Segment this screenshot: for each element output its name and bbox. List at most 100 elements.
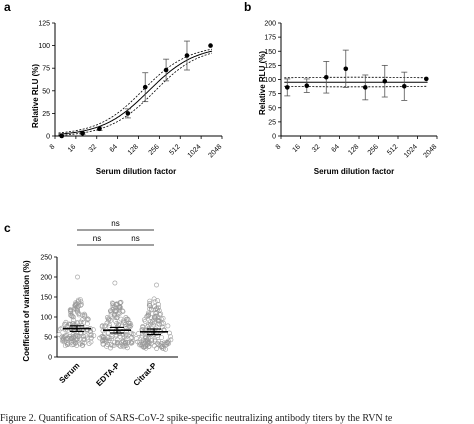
panel-c-data-point (168, 337, 174, 343)
panel-c-data-point (163, 340, 169, 346)
panel-c-data-point (154, 346, 159, 351)
panel-c-data-point (67, 307, 73, 313)
panel-c-data-point (160, 315, 166, 321)
panel-c-data-point (119, 339, 125, 345)
panel-a-data-point (208, 43, 213, 48)
panel-c-ytick-label: 200 (40, 275, 52, 282)
panel-b-data-point (423, 76, 429, 82)
panel-c-data-point (79, 317, 85, 323)
panel-c-data-point (66, 336, 72, 342)
panel-c-data-point (112, 280, 118, 286)
panel-a-ylabel: Relative RLU (%) (31, 64, 40, 128)
panel-a-data-point (142, 84, 148, 90)
panel-a-data-point (97, 126, 102, 132)
panel-c-data-point (128, 339, 134, 345)
panel-b-xtick-label: 64 (330, 143, 341, 154)
panel-b-ytick-label: 25 (268, 119, 276, 126)
panel-c-data-point (69, 313, 75, 319)
panel-c-data-point (129, 331, 135, 336)
panel-a-xtick-label: 1024 (187, 143, 203, 159)
panel-b-ci-upper (284, 76, 428, 79)
panel-a-xtick-label: 2048 (207, 143, 223, 159)
panel-a-fit-curve (58, 50, 213, 135)
panel-c-data-point (73, 332, 79, 338)
panel-a-xtick-label: 8 (49, 143, 57, 151)
panel-c-data-point (155, 315, 161, 321)
panel-c-data-point (147, 306, 152, 312)
panel-a-ytick-label: 0 (46, 134, 50, 141)
panel-c-data-point (141, 317, 147, 323)
panel-a-letter: a (4, 0, 11, 14)
panel-b-ytick-label: 0 (272, 134, 276, 141)
panel-a-ytick-label: 25 (42, 111, 50, 118)
panel-c-data-point (100, 341, 106, 347)
panel-c-data-point (109, 343, 115, 349)
panel-c-data-point (156, 305, 161, 310)
panel-c-data-point (79, 301, 84, 307)
panel-c-data-point (146, 343, 152, 349)
panel-b-xtick-label: 256 (367, 143, 380, 156)
panel-c-data-point (152, 299, 158, 304)
panel-b-data-point (323, 74, 329, 80)
panel-c-data-point (108, 308, 114, 314)
panel-c-data-point (164, 342, 170, 348)
panel-c-data-point (84, 327, 89, 332)
panel-c-data-point (114, 337, 120, 342)
panel-c-data-point (112, 339, 118, 345)
panel-c-data-point (127, 321, 133, 326)
panel-c-significance-label: ns (111, 219, 119, 228)
panel-c-data-point (147, 300, 152, 306)
panel-c-ytick-label: 50 (44, 335, 52, 342)
panel-c-category-label: Serum (57, 361, 81, 385)
panel-c-data-point (77, 341, 83, 347)
panel-c-data-point (133, 336, 139, 341)
panel-c-data-point (120, 308, 125, 314)
panel-b-ytick-label: 150 (264, 49, 276, 56)
panel-c-data-point (73, 300, 78, 306)
panel-c-data-point (106, 317, 111, 323)
panel-c-data-point (85, 316, 90, 321)
panel-c-data-point (113, 305, 118, 311)
panel-c-data-point (88, 339, 94, 345)
panel-c-ytick-label: 250 (40, 255, 52, 262)
panel-c-data-point (146, 341, 152, 347)
panel-c-data-point (121, 320, 126, 326)
panel-c-data-point (114, 315, 120, 320)
panel-a-xtick-label: 256 (148, 143, 161, 156)
panel-c-data-point (65, 342, 71, 347)
panel-b-data-point (284, 85, 290, 90)
panel-c-data-point (91, 333, 97, 338)
panel-c-data-point (140, 344, 146, 349)
panel-a-plot: 0 25 50 75 100 125 8 16 32 64 128 256 512 1024 2048 (38, 21, 223, 160)
panel-c-data-point (85, 316, 91, 322)
panel-c-data-point (101, 324, 107, 329)
panel-b-ytick-label: 75 (268, 91, 276, 98)
panel-c-data-point (125, 340, 130, 345)
panel-b-xtick-label: 8 (275, 143, 283, 151)
panel-b-data-point (382, 78, 388, 84)
panel-b-data-point (343, 66, 349, 72)
panel-c-data-point (76, 312, 82, 318)
panel-c-data-point (102, 338, 108, 344)
panel-c-data-point (80, 312, 85, 318)
panel-b-letter: b (244, 0, 251, 14)
panel-a-data-point (80, 130, 85, 136)
panel-c-data-point (155, 307, 160, 313)
panel-c-letter: c (4, 221, 11, 235)
panel-c-data-point (166, 330, 172, 336)
panel-c-significance-label: ns (93, 234, 101, 243)
panel-c-data-point (161, 320, 166, 326)
panel-c-ytick-label: 100 (40, 315, 52, 322)
panel-c-data-point (156, 342, 162, 347)
panel-c-data-point (136, 331, 141, 336)
panel-c-ylabel: Coefficient of variation (%) (22, 260, 31, 362)
panel-c-data-point (83, 333, 89, 339)
panel-c-data-point (100, 338, 105, 344)
panel-c-plot: 0 50 100 150 200 250 Serum EDTA-P Citrat-P ns ns ns (40, 219, 178, 388)
panel-c-data-point (106, 338, 112, 343)
panel-c-data-point (165, 323, 171, 329)
panel-c-data-point (137, 340, 143, 345)
panel-a-xtick-label: 16 (67, 143, 78, 154)
panel-b-xtick-label: 1024 (403, 143, 419, 159)
panel-c-data-point (64, 332, 70, 338)
